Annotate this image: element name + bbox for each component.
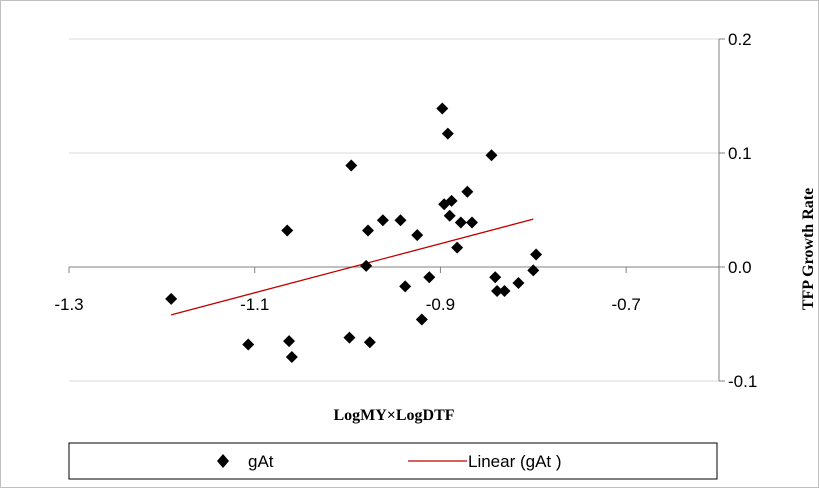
y-axis-title: TFP Growth Rate <box>800 188 817 310</box>
trendline <box>170 218 534 316</box>
data-point <box>445 194 458 207</box>
x-tick-label: -0.7 <box>611 295 640 314</box>
y-tick-label: 0.2 <box>728 30 752 49</box>
data-point <box>530 248 543 261</box>
x-tick-label: -0.9 <box>426 295 455 314</box>
data-point <box>362 224 374 237</box>
data-point <box>451 241 464 254</box>
data-point <box>423 271 436 284</box>
data-point <box>363 336 376 349</box>
x-axis-title: LogMY×LogDTF <box>333 407 454 424</box>
data-point <box>376 214 389 227</box>
data-point <box>454 216 467 229</box>
data-point <box>399 280 412 293</box>
data-point <box>360 259 373 272</box>
x-tick-label: -1.3 <box>54 295 83 314</box>
legend-diamond-icon <box>217 454 229 468</box>
data-point <box>466 216 478 229</box>
data-point <box>512 276 525 289</box>
x-tick-label: -1.1 <box>240 295 269 314</box>
data-point <box>415 313 428 326</box>
data-point <box>489 271 502 284</box>
data-point <box>436 102 449 115</box>
legend-label-gAt: gAt <box>248 452 274 471</box>
legend: gAt Linear (gAt ) <box>68 442 718 480</box>
y-tick-label: 0.1 <box>728 144 752 163</box>
linear-trendline <box>170 218 534 316</box>
data-point <box>281 224 294 237</box>
data-point <box>461 185 474 198</box>
data-point <box>394 214 407 227</box>
data-point <box>443 209 456 222</box>
y-tick-label: 0.0 <box>728 258 752 277</box>
data-point <box>283 335 296 348</box>
y-tick-label: -0.1 <box>728 372 757 391</box>
data-point <box>411 229 424 242</box>
data-point <box>498 284 511 297</box>
data-point <box>441 127 454 140</box>
legend-label-linear: Linear (gAt ) <box>468 452 562 471</box>
axes: 0.2 0.1 0.0 -0.1 -1.3 -1.1 -0.9 -0.7 <box>54 30 757 391</box>
data-point <box>285 351 298 364</box>
data-point <box>527 264 540 277</box>
data-points <box>165 102 543 364</box>
data-point <box>491 284 504 297</box>
data-point <box>485 149 498 162</box>
data-point <box>165 292 178 305</box>
gridlines <box>69 38 719 382</box>
data-point <box>242 338 255 351</box>
data-point <box>345 159 358 172</box>
legend-box <box>68 442 718 480</box>
data-point <box>343 331 356 344</box>
